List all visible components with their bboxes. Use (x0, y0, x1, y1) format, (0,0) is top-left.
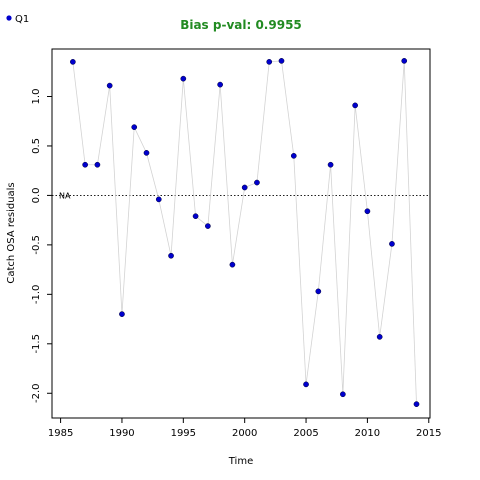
data-point-2013 (401, 58, 408, 64)
chart-title: Bias p-val: 0.9955 (180, 18, 302, 32)
data-point-1997 (205, 223, 211, 229)
reference-line-label: NA (59, 191, 71, 200)
data-point-2003 (278, 58, 285, 64)
data-point-1988 (94, 161, 101, 168)
data-point-2005 (303, 381, 309, 388)
x-axis-title: Time (228, 456, 253, 467)
data-point-2006 (315, 288, 322, 295)
legend: Q1 (6, 14, 29, 25)
y-tick-label-4: 0.0 (31, 187, 42, 203)
x-tick-label-2015: 2015 (416, 428, 441, 439)
x-axis: 1985 1990 1995 2000 2005 2010 2015 (48, 418, 441, 439)
y-axis: -2.0 -1.5 -1.0 -0.5 0.0 0.5 1.0 (31, 89, 52, 403)
x-tick-label-1990: 1990 (109, 428, 134, 439)
y-tick-label-5: 0.5 (31, 138, 42, 154)
data-point-2009 (352, 102, 358, 109)
x-tick-label-1985: 1985 (48, 428, 73, 439)
data-point-2000 (241, 184, 248, 191)
y-tick-label-6: 1.0 (31, 89, 42, 105)
legend-marker-q1 (6, 15, 12, 21)
x-tick-label-2010: 2010 (355, 428, 380, 439)
x-tick-label-2000: 2000 (232, 428, 257, 439)
data-point-2007 (327, 161, 334, 168)
data-point-2002 (266, 59, 273, 65)
data-point-1994 (168, 252, 174, 259)
data-point-2011 (376, 334, 383, 340)
series-line-q1 (72, 60, 417, 405)
data-point-1991 (131, 124, 138, 131)
y-tick-label-3: -0.5 (31, 235, 42, 255)
data-point-1986 (70, 59, 76, 65)
legend-label-q1: Q1 (15, 14, 29, 25)
plot-frame (51, 48, 431, 419)
data-point-2012 (389, 241, 395, 247)
data-point-1990 (119, 311, 125, 317)
data-point-1993 (155, 196, 162, 203)
y-axis-title: Catch OSA residuals (6, 182, 17, 283)
data-point-2001 (254, 179, 260, 186)
data-point-1998 (217, 81, 223, 88)
data-point-2014 (413, 401, 420, 408)
data-point-1992 (143, 150, 150, 156)
data-point-1989 (106, 82, 113, 89)
data-point-1996 (192, 213, 199, 220)
data-point-2008 (340, 391, 346, 398)
x-tick-label-2005: 2005 (293, 428, 318, 439)
y-tick-label-2: -1.0 (31, 285, 42, 305)
data-point-1995 (180, 75, 187, 82)
y-tick-label-0: -2.0 (31, 384, 42, 404)
data-point-2004 (290, 152, 297, 159)
x-tick-label-1995: 1995 (171, 428, 196, 439)
y-tick-label-1: -1.5 (31, 334, 42, 354)
data-point-1999 (229, 261, 236, 268)
data-point-1987 (82, 161, 88, 168)
data-point-2010 (364, 208, 371, 215)
data-points-q1 (70, 58, 420, 408)
